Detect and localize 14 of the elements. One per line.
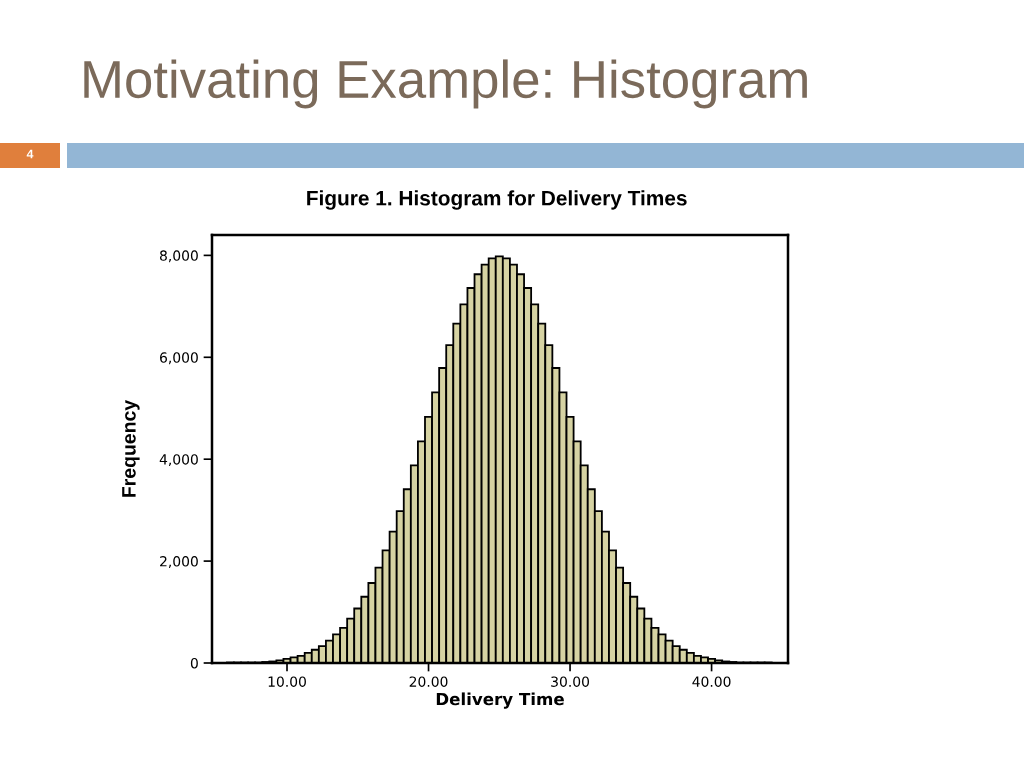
y-tick-label: 8,000 (159, 250, 198, 263)
chart-title: Motivating Example: Histogram (84, 59, 807, 109)
text: 4 (26, 149, 34, 159)
y-axis-title: Frequency (122, 399, 140, 497)
x-tick-label: 10.00 (268, 676, 306, 687)
y-tick-label: 4,000 (159, 454, 198, 467)
x-tick-label: 30.00 (551, 676, 590, 687)
y-tick-label: 6,000 (160, 352, 198, 365)
chart-subtitle: Figure 1. Histogram for Delivery Times (307, 190, 687, 210)
x-tick-label: 40.00 (692, 676, 731, 687)
y-tick-label: 2,000 (160, 556, 198, 568)
x-tick-label: 20.00 (409, 676, 448, 687)
x-axis-title: Delivery Time (436, 692, 564, 709)
y-tick-label: 0 (190, 657, 198, 669)
